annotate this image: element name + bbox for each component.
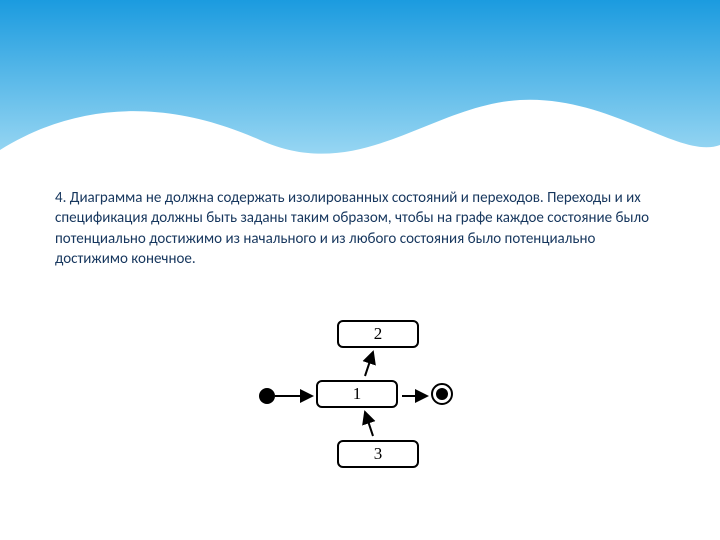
diagram-arrows <box>255 310 465 480</box>
header-wave <box>0 0 720 175</box>
paragraph-text: 4. Диаграмма не должна содержать изолиро… <box>55 188 665 269</box>
slide: 4. Диаграмма не должна содержать изолиро… <box>0 0 720 540</box>
state-diagram: 2 1 3 <box>255 310 465 480</box>
